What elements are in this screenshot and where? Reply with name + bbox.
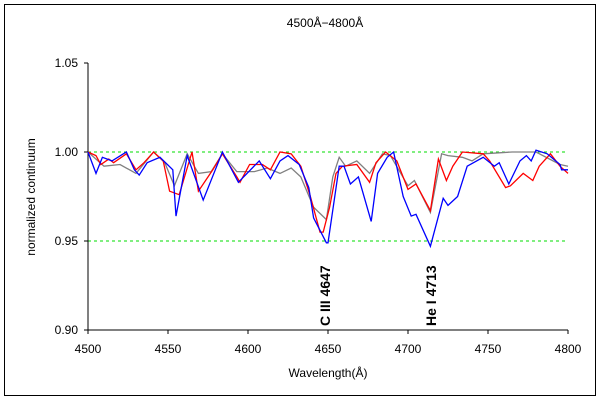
x-tick-label: 4800 — [555, 342, 582, 356]
x-tick-label: 4600 — [235, 342, 262, 356]
x-tick-label: 4700 — [395, 342, 422, 356]
line-annotation: C III 4647 — [317, 265, 333, 326]
x-tick-label: 4550 — [155, 342, 182, 356]
y-tick-label: 0.90 — [55, 323, 79, 337]
spectrum-line-1 — [87, 151, 569, 221]
chart-frame — [4, 4, 596, 396]
x-axis-label: Wavelength(Å) — [289, 365, 368, 380]
spectrum-line-3 — [87, 149, 568, 249]
y-axis-label: normalized continuum — [24, 138, 38, 255]
y-tick-label: 1.00 — [55, 145, 79, 159]
x-tick-label: 4650 — [315, 342, 342, 356]
chart-title: 4500Å−4800Å — [287, 15, 363, 30]
line-annotation: He I 4713 — [423, 265, 439, 326]
x-tick-label: 4500 — [75, 342, 102, 356]
y-tick-label: 1.05 — [55, 56, 79, 70]
y-tick-label: 0.95 — [55, 234, 79, 248]
x-tick-label: 4750 — [475, 342, 502, 356]
